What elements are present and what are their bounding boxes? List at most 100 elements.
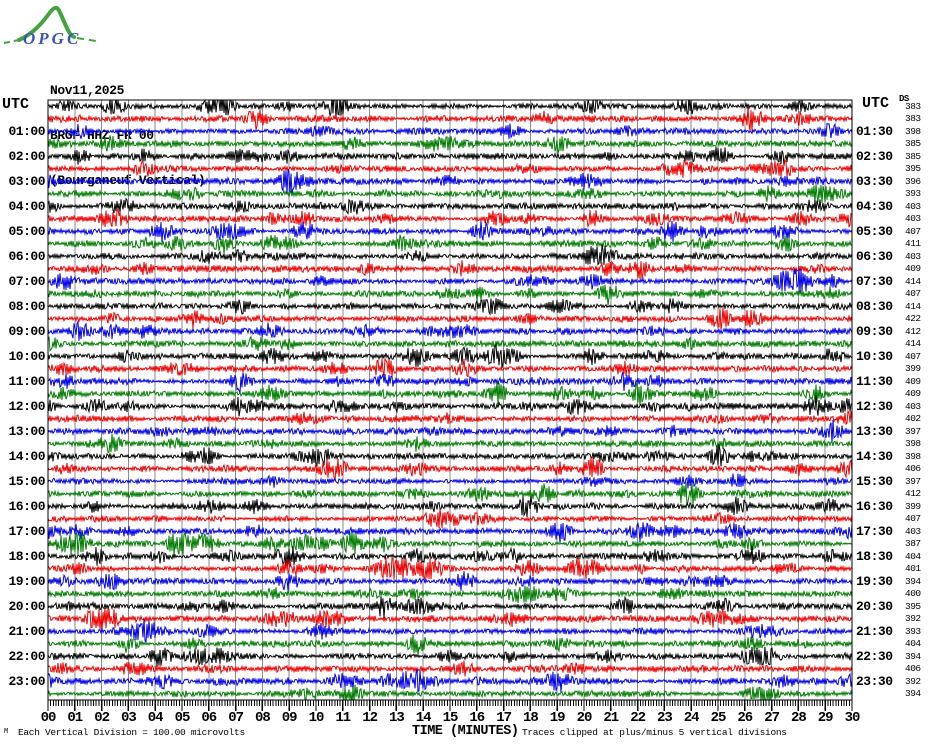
minute-label-13: 13 [388,710,405,726]
trace-row-00:00 [48,100,852,119]
logo-mountain-curve [17,5,76,42]
right-time-label-09:30: 09:30 [856,323,893,339]
trace-row-01:30 [48,135,852,153]
ds-value-18:30: 401 [905,563,921,575]
minute-label-01: 01 [67,710,83,726]
trace-row-12:00 [48,395,852,417]
right-time-label-11:30: 11:30 [856,373,893,389]
minute-label-11: 11 [335,710,351,726]
logo-dash-left [3,39,20,44]
trace-row-18:00 [48,546,852,569]
left-time-label-19:00: 19:00 [8,573,45,589]
trace-row-06:30 [48,260,852,280]
ds-value-07:30: 407 [905,288,921,300]
ds-value-03:30: 393 [905,188,921,200]
minute-label-24: 24 [683,710,700,726]
ds-value-07:00: 414 [905,275,921,287]
trace-row-10:30 [48,356,852,378]
minute-label-22: 22 [630,710,646,726]
margin-mark: M [4,728,9,736]
right-time-label-20:30: 20:30 [856,598,893,614]
ds-value-15:00: 397 [905,475,921,487]
minute-label-10: 10 [308,710,325,726]
ds-value-04:00: 403 [905,200,921,212]
minute-label-20: 20 [576,710,593,726]
right-time-label-05:30: 05:30 [856,223,893,239]
minute-label-17: 17 [496,710,512,726]
trace-row-14:00 [48,444,852,468]
minute-label-02: 02 [94,710,110,726]
minute-label-08: 08 [254,710,271,726]
trace-row-07:00 [48,268,852,294]
trace-row-02:30 [48,158,852,178]
trace-row-16:30 [48,508,852,529]
ds-value-21:30: 404 [905,638,921,650]
right-time-label-14:30: 14:30 [856,448,893,464]
left-time-label-09:00: 09:00 [8,323,45,339]
trace-row-10:00 [48,342,852,369]
minute-label-05: 05 [174,710,191,726]
ds-value-11:00: 409 [905,375,921,387]
minute-label-28: 28 [790,710,807,726]
ds-value-09:00: 412 [905,325,921,337]
right-time-label-03:30: 03:30 [856,173,893,189]
trace-row-22:30 [48,660,852,677]
time-axis-ruler [47,700,853,711]
trace-row-21:30 [48,634,852,656]
ds-value-20:00: 395 [905,600,921,612]
ds-value-10:00: 407 [905,350,921,362]
ds-value-00:30: 383 [905,113,921,125]
ds-value-12:00: 403 [905,400,921,412]
left-time-label-10:00: 10:00 [8,348,45,364]
ds-value-17:00: 403 [905,525,921,537]
trace-row-19:00 [48,571,852,591]
right-time-label-06:30: 06:30 [856,248,893,264]
ds-value-22:00: 394 [905,650,921,662]
minute-label-07: 07 [228,710,244,726]
trace-row-15:30 [48,482,852,506]
left-time-label-20:00: 20:00 [8,598,45,614]
right-time-label-17:30: 17:30 [856,523,893,539]
ds-value-23:30: 394 [905,688,921,700]
trace-row-05:30 [48,234,852,254]
right-time-label-21:30: 21:30 [856,623,893,639]
left-time-label-02:00: 02:00 [8,148,45,164]
right-time-label-01:30: 01:30 [856,123,893,139]
ds-value-22:30: 406 [905,663,921,675]
minute-label-27: 27 [764,710,780,726]
trace-row-15:00 [48,473,852,489]
left-time-label-05:00: 05:00 [8,223,45,239]
right-time-label-13:30: 13:30 [856,423,893,439]
right-time-label-19:30: 19:30 [856,573,893,589]
trace-row-14:30 [48,456,852,482]
minute-label-19: 19 [549,710,566,726]
trace-row-20:00 [48,595,852,619]
minute-label-26: 26 [737,710,753,726]
trace-row-04:00 [48,197,852,215]
trace-row-08:00 [48,298,852,316]
ds-value-04:30: 403 [905,213,921,225]
trace-row-20:30 [48,607,852,631]
left-time-label-23:00: 23:00 [8,673,45,689]
ds-value-01:30: 385 [905,138,921,150]
ds-value-14:30: 406 [905,463,921,475]
trace-row-02:00 [48,146,852,167]
ds-value-12:30: 402 [905,413,921,425]
trace-row-17:30 [48,531,852,556]
left-time-label-07:00: 07:00 [8,273,45,289]
ds-value-09:30: 414 [905,338,921,350]
scale-note: Each Vertical Division = 100.00 microvol… [18,727,245,738]
ds-value-15:30: 412 [905,488,921,500]
utc-label-right: UTC [862,95,890,112]
right-time-label-16:30: 16:30 [856,498,893,514]
utc-label-left: UTC [2,96,30,113]
right-time-label-15:30: 15:30 [856,473,893,489]
right-time-label-18:30: 18:30 [856,548,893,564]
trace-row-08:30 [48,307,852,330]
right-time-label-10:30: 10:30 [856,348,893,364]
left-time-label-18:00: 18:00 [8,548,45,564]
minute-label-29: 29 [817,710,834,726]
trace-row-09:30 [48,335,852,352]
ds-value-05:30: 411 [905,238,921,250]
